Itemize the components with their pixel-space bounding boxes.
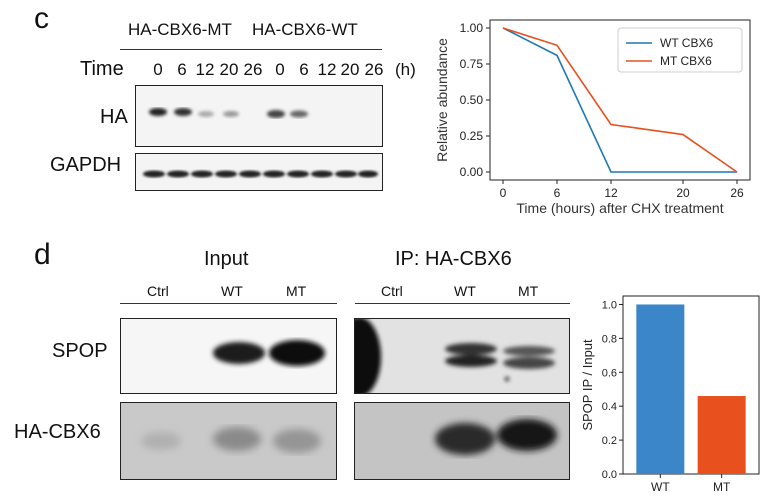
x-axis-label: Time (hours) after CHX treatment bbox=[516, 200, 723, 216]
time-unit: (h) bbox=[395, 60, 416, 79]
x-tick-label: MT bbox=[713, 480, 731, 494]
ip-lane-mt: MT bbox=[518, 283, 539, 299]
y-tick-label: 1.00 bbox=[460, 21, 484, 35]
input-lane-mt: MT bbox=[286, 283, 307, 299]
line-chart: 0.00 0.25 0.50 0.75 1.00 0 6 12 20 26 Time (hours)… bbox=[434, 19, 751, 216]
y-tick-label: 1.0 bbox=[602, 299, 617, 311]
time-tick-label: 20 bbox=[219, 60, 239, 79]
y-tick-label: 0.8 bbox=[602, 333, 617, 345]
gapdh-blot-bands bbox=[143, 170, 378, 178]
row-label-gapdh: GAPDH bbox=[50, 154, 122, 176]
bar bbox=[636, 304, 685, 474]
time-tick-label: 0 bbox=[153, 60, 163, 79]
x-tick-label: 20 bbox=[676, 186, 690, 200]
series-line bbox=[502, 27, 737, 173]
time-tick-row: 0 6 12 20 26 0 6 12 20 26 bbox=[0, 60, 400, 82]
time-tick-label: 20 bbox=[340, 60, 360, 79]
ip-ha-cbx6-blot bbox=[354, 402, 570, 480]
y-tick-label: 0.25 bbox=[460, 129, 484, 143]
y-axis-label: SPOP IP / Input bbox=[580, 339, 595, 431]
time-tick-label: 26 bbox=[364, 60, 384, 79]
input-spop-bands bbox=[213, 340, 325, 366]
row-label-ha: HA bbox=[100, 106, 128, 128]
input-title: Input bbox=[204, 248, 249, 270]
y-tick-label: 0.4 bbox=[602, 401, 617, 413]
input-divider bbox=[120, 303, 337, 304]
x-tick-label: 0 bbox=[500, 186, 507, 200]
group-label-wt: HA-CBX6-WT bbox=[252, 20, 358, 39]
row-label-ha-cbx6: HA-CBX6 bbox=[14, 421, 101, 443]
time-tick-label: 12 bbox=[317, 60, 337, 79]
time-tick-label: 6 bbox=[177, 60, 187, 79]
gapdh-blot bbox=[135, 153, 383, 191]
y-tick-label: 0.0 bbox=[602, 469, 617, 481]
group-divider bbox=[120, 49, 382, 50]
y-axis-label: Relative abundance bbox=[434, 38, 450, 162]
input-ha-cbx6-bands bbox=[141, 427, 321, 453]
time-tick-label: 0 bbox=[275, 60, 285, 79]
bar-chart: 0.0 0.2 0.4 0.6 0.8 1.0 SPOP IP / Input WT MT bbox=[580, 295, 760, 494]
ip-title: IP: HA-CBX6 bbox=[395, 248, 512, 270]
time-tick-label: 6 bbox=[299, 60, 309, 79]
y-tick-label: 0.75 bbox=[460, 57, 484, 71]
ip-ha-cbx6-bands bbox=[435, 419, 557, 455]
row-label-spop: SPOP bbox=[52, 340, 108, 362]
ip-spop-bands bbox=[355, 319, 555, 393]
y-tick-label: 0.00 bbox=[460, 165, 484, 179]
ip-lane-ctrl: Ctrl bbox=[381, 283, 403, 299]
legend-label: MT CBX6 bbox=[660, 54, 712, 68]
x-tick-label: WT bbox=[651, 480, 670, 494]
panel-c-label: c bbox=[34, 2, 49, 35]
input-spop-blot bbox=[120, 318, 337, 394]
group-label-mt: HA-CBX6-MT bbox=[128, 20, 232, 39]
x-tick-label: 26 bbox=[730, 186, 744, 200]
y-tick-label: 0.50 bbox=[460, 93, 484, 107]
ha-blot-bands bbox=[149, 108, 308, 118]
x-tick-label: 6 bbox=[554, 186, 561, 200]
series-line bbox=[502, 27, 738, 173]
panel-d-label: d bbox=[34, 238, 51, 271]
time-tick-label: 26 bbox=[243, 60, 263, 79]
input-ha-cbx6-blot bbox=[120, 402, 337, 480]
x-tick-label: 12 bbox=[604, 186, 618, 200]
ip-spop-blot bbox=[354, 318, 570, 394]
y-tick-label: 0.2 bbox=[602, 435, 617, 447]
time-label: Time bbox=[80, 58, 124, 80]
ip-divider bbox=[355, 303, 570, 304]
y-tick-label: 0.6 bbox=[602, 367, 617, 379]
input-lane-ctrl: Ctrl bbox=[147, 283, 169, 299]
ip-lane-wt: WT bbox=[454, 283, 476, 299]
bar-chart-frame bbox=[622, 295, 760, 475]
time-tick-label: 12 bbox=[195, 60, 215, 79]
bar bbox=[697, 396, 746, 474]
ha-blot bbox=[135, 85, 383, 147]
input-lane-wt: WT bbox=[221, 283, 243, 299]
legend-label: WT CBX6 bbox=[660, 36, 713, 50]
